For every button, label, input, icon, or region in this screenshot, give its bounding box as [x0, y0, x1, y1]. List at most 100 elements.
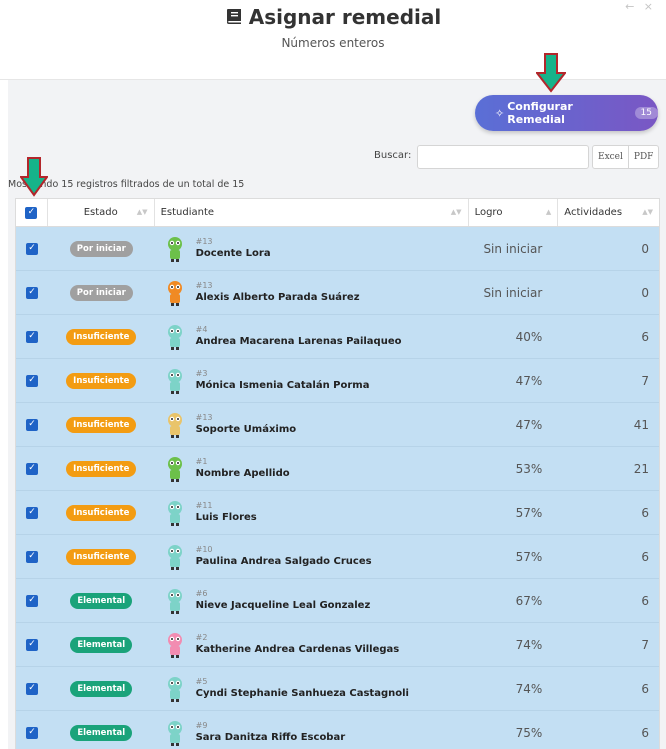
row-checkbox[interactable]: ✓ [25, 286, 38, 299]
down-arrow-icon [536, 53, 566, 93]
logro-cell: 57% [515, 549, 543, 564]
student-text: #6 Nieve Jacqueline Leal Gonzalez [196, 589, 371, 612]
select-all-checkbox[interactable]: ✓ [25, 206, 38, 219]
estado-cell: Insuficiente [48, 359, 155, 402]
estado-cell: Elemental [48, 711, 155, 749]
row-select-cell: ✓ [16, 227, 48, 270]
table-row[interactable]: ✓ Insuficiente #13 Soporte Umáximo 47% [16, 403, 659, 447]
page-subtitle: Números enteros [281, 36, 385, 50]
status-badge: Insuficiente [66, 460, 137, 477]
avatar [167, 588, 182, 614]
logro-cell: Sin iniciar [483, 285, 543, 300]
logro-cell: 67% [515, 593, 543, 608]
row-checkbox[interactable]: ✓ [25, 330, 38, 343]
logro-cell: 75% [515, 725, 543, 740]
student-info: #1 Nombre Apellido [161, 455, 290, 483]
search-input[interactable] [417, 145, 589, 169]
table-row[interactable]: ✓ Elemental #6 Nieve Jacqueline Leal Gon… [16, 579, 659, 623]
export-pdf-button[interactable]: PDF [627, 146, 659, 168]
search-label: Buscar: [374, 150, 412, 161]
row-checkbox[interactable]: ✓ [25, 462, 38, 475]
table-row[interactable]: ✓ Elemental #9 Sara Danitza Riffo Escoba… [16, 711, 659, 749]
export-excel-button[interactable]: Excel [598, 152, 623, 162]
student-cell: #4 Andrea Macarena Larenas Pailaqueo [155, 315, 469, 358]
student-text: #11 Luis Flores [196, 501, 257, 524]
row-checkbox[interactable]: ✓ [25, 682, 38, 695]
logro-cell: 47% [515, 373, 543, 388]
student-text: #9 Sara Danitza Riffo Escobar [196, 721, 346, 744]
column-logro[interactable]: Logro ▲ [469, 199, 559, 226]
student-text: #5 Cyndi Stephanie Sanhueza Castagnoli [196, 677, 409, 700]
configure-remedial-label: Configurar Remedial [507, 100, 573, 126]
actividades-cell: 6 [641, 725, 650, 740]
status-badge: Elemental [70, 592, 133, 609]
estado-cell: Elemental [48, 579, 155, 622]
table-row[interactable]: ✓ Por iniciar #13 Alexis Alberto Parada … [16, 271, 659, 315]
student-name: Cyndi Stephanie Sanhueza Castagnoli [195, 688, 409, 699]
status-badge: Elemental [70, 680, 133, 697]
row-checkbox[interactable]: ✓ [25, 638, 38, 651]
row-checkbox[interactable]: ✓ [25, 550, 38, 563]
column-actividades[interactable]: Actividades ▲▼ [558, 199, 659, 226]
estado-cell: Insuficiente [48, 491, 155, 534]
student-cell: #13 Soporte Umáximo [155, 403, 469, 446]
table-row[interactable]: ✓ Elemental #2 Katherine Andrea Cardenas… [16, 623, 659, 667]
actividades-cell: 6 [641, 593, 650, 608]
status-badge: Por iniciar [69, 284, 133, 301]
student-info: #2 Katherine Andrea Cardenas Villegas [161, 631, 400, 659]
row-checkbox[interactable]: ✓ [25, 726, 38, 739]
column-estudiante-label: Estudiante [160, 207, 215, 218]
student-id: #2 [195, 633, 208, 642]
avatar [167, 720, 182, 746]
table-row[interactable]: ✓ Por iniciar #13 Docente Lora Sin inici [16, 227, 659, 271]
student-id: #4 [195, 325, 208, 334]
table-row[interactable]: ✓ Insuficiente #1 Nombre Apellido 53% [16, 447, 659, 491]
student-name: Docente Lora [195, 248, 271, 259]
student-text: #2 Katherine Andrea Cardenas Villegas [196, 633, 400, 656]
records-info: Mostrando 15 registros filtrados de un t… [8, 179, 245, 190]
column-estudiante[interactable]: Estudiante ▲▼ [155, 199, 469, 226]
student-cell: #2 Katherine Andrea Cardenas Villegas [155, 623, 469, 666]
status-badge: Insuficiente [66, 416, 137, 433]
student-id: #3 [195, 369, 208, 378]
student-cell: #13 Docente Lora [155, 227, 469, 270]
actividades-cell: 6 [641, 329, 650, 344]
row-checkbox[interactable]: ✓ [25, 506, 38, 519]
student-name: Paulina Andrea Salgado Cruces [195, 556, 372, 567]
actividades-cell: 6 [641, 505, 650, 520]
select-all-cell: ✓ [16, 199, 48, 226]
student-name: Soporte Umáximo [195, 424, 297, 435]
student-name: Sara Danitza Riffo Escobar [195, 732, 346, 743]
table-row[interactable]: ✓ Insuficiente #11 Luis Flores 57% 6 [16, 491, 659, 535]
row-select-cell: ✓ [16, 623, 48, 666]
row-checkbox[interactable]: ✓ [25, 418, 38, 431]
logro-cell: 47% [515, 417, 543, 432]
student-cell: #6 Nieve Jacqueline Leal Gonzalez [155, 579, 469, 622]
table-row[interactable]: ✓ Insuficiente #3 Mónica Ismenia Catalán… [16, 359, 659, 403]
row-select-cell: ✓ [16, 447, 48, 490]
student-cell: #1 Nombre Apellido [155, 447, 469, 490]
student-text: #3 Mónica Ismenia Catalán Porma [196, 369, 370, 392]
row-checkbox[interactable]: ✓ [25, 594, 38, 607]
window-controls[interactable]: ← × [625, 0, 656, 13]
avatar [167, 544, 182, 570]
row-select-cell: ✓ [16, 315, 48, 358]
table-header: ✓ Estado ▲▼ Estudiante ▲▼ Logro ▲ Activi… [16, 199, 659, 227]
column-estado[interactable]: Estado ▲▼ [48, 199, 155, 226]
actividades-cell: 7 [641, 373, 650, 388]
estado-cell: Elemental [48, 667, 155, 710]
modal-header: Asignar remedial Números enteros ← × [0, 0, 666, 80]
row-checkbox[interactable]: ✓ [25, 374, 38, 387]
student-id: #9 [195, 721, 208, 730]
table-row[interactable]: ✓ Insuficiente #10 Paulina Andrea Salgad… [16, 535, 659, 579]
magic-wand-icon: ✧ [495, 106, 505, 120]
actividades-cell: 6 [641, 681, 650, 696]
table-row[interactable]: ✓ Insuficiente #4 Andrea Macarena Larena… [16, 315, 659, 359]
status-badge: Por iniciar [69, 240, 133, 257]
row-checkbox[interactable]: ✓ [25, 242, 38, 255]
configure-remedial-button[interactable]: ✧ Configurar Remedial 15 [475, 95, 658, 131]
student-name: Luis Flores [195, 512, 257, 523]
logro-cell: 57% [515, 505, 543, 520]
table-row[interactable]: ✓ Elemental #5 Cyndi Stephanie Sanhueza … [16, 667, 659, 711]
actividades-cell: 21 [633, 461, 650, 476]
